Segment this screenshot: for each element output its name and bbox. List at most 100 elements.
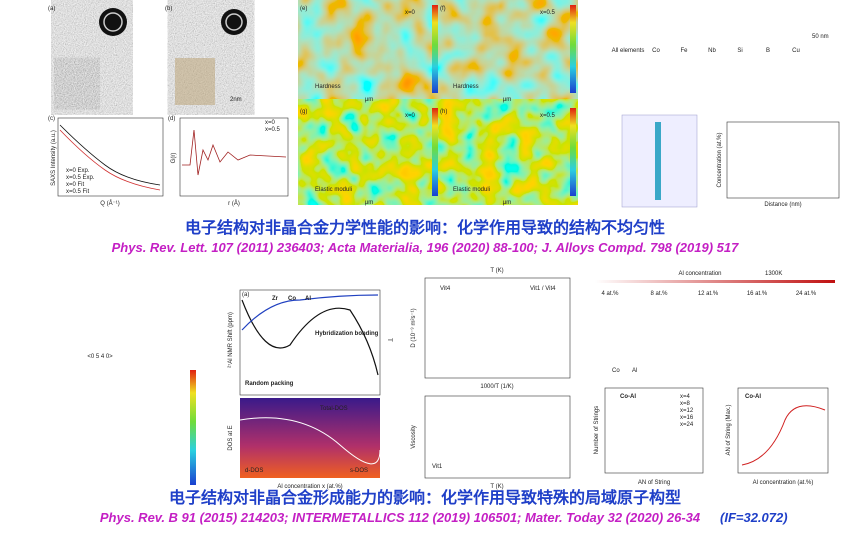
axis-title: AN of String bbox=[638, 480, 670, 486]
snapshot-label: 4 at.% bbox=[601, 291, 619, 297]
axis-title: μm bbox=[503, 200, 511, 206]
curve bbox=[241, 299, 379, 376]
legend-entry: x=16 bbox=[680, 415, 694, 421]
colorbar bbox=[190, 370, 196, 485]
panel-label: (a) bbox=[242, 292, 249, 298]
tem-inset bbox=[175, 58, 215, 105]
element-label: Si bbox=[737, 48, 742, 54]
panel-label: (f) bbox=[440, 6, 446, 12]
axis-title: Distance (nm) bbox=[764, 202, 801, 208]
snapshot-label: 8 at.% bbox=[650, 291, 668, 297]
map-label: x=0 bbox=[405, 10, 416, 16]
axis-title: DOS at E bbox=[228, 425, 234, 450]
panel-label: (a) bbox=[48, 6, 55, 12]
legend-entry: Vit1 / Vit4 bbox=[530, 286, 556, 292]
scale-label: 50 nm bbox=[812, 34, 829, 40]
panel-label: (d) bbox=[168, 116, 175, 122]
diffusion-axes bbox=[424, 277, 571, 379]
axis-title: T (K) bbox=[490, 484, 503, 490]
element-label: Fe bbox=[680, 48, 688, 54]
diffraction-pattern bbox=[99, 8, 127, 36]
axis-title: Al concentration (at.%) bbox=[753, 480, 814, 486]
annotation: Random packing bbox=[245, 381, 294, 387]
curve bbox=[182, 129, 287, 176]
panel-label: (e) bbox=[300, 6, 307, 12]
map-label: Elastic moduli bbox=[453, 187, 490, 193]
legend-entry: x=0 Exp. bbox=[66, 168, 90, 174]
curve bbox=[239, 417, 381, 465]
snapshot-label: 24 at.% bbox=[796, 291, 817, 297]
annotation: Hybridization bonding bbox=[315, 331, 379, 337]
axis-title: Al concentration x (at.%) bbox=[277, 484, 342, 490]
annotation: Co-Al bbox=[745, 394, 761, 400]
map bbox=[310, 108, 428, 196]
legend-entry: x=0 Fit bbox=[66, 182, 85, 188]
curve bbox=[59, 129, 161, 191]
curve bbox=[241, 294, 379, 331]
colorbar bbox=[432, 5, 438, 93]
panel-label: (b) bbox=[165, 6, 172, 12]
map bbox=[310, 5, 428, 93]
annotation: Total-DOS bbox=[320, 406, 348, 412]
gr-axes bbox=[179, 117, 289, 197]
axis-title: Viscosity bbox=[411, 425, 417, 449]
colorbar bbox=[570, 5, 576, 93]
figure-1: (a) (b) 2nm (c) SAXS Intensity (a.u.) Q … bbox=[48, 5, 840, 255]
element-label: B bbox=[766, 48, 770, 54]
colorbar bbox=[570, 108, 576, 196]
strings-axes bbox=[604, 387, 704, 474]
map-label: Hardness bbox=[315, 84, 341, 90]
caption: 电子结构对非晶合金力学性能的影响：化学作用导致的结构不均匀性 bbox=[185, 218, 665, 237]
legend-entry: x=24 bbox=[680, 422, 694, 428]
axis-title: T (K) bbox=[490, 268, 503, 274]
citation: Phys. Rev. B 91 (2015) 214203; INTERMETA… bbox=[100, 510, 701, 525]
axis-title: Concentration (at.%) bbox=[717, 132, 723, 187]
impact-factor: (IF=32.072) bbox=[720, 510, 788, 525]
legend-entry: x=0.5 bbox=[265, 127, 281, 133]
diffraction-pattern bbox=[221, 9, 247, 35]
tem-inset bbox=[58, 62, 96, 105]
axis-title: 1000/T (1/K) bbox=[480, 384, 513, 390]
element-label: Nb bbox=[708, 48, 716, 54]
curve bbox=[741, 405, 826, 466]
caption: 电子结构对非晶合金形成能力的影响：化学作用导致特殊的局域原子构型 bbox=[169, 488, 681, 507]
map-label: Hardness bbox=[453, 84, 479, 90]
figure-2: <0 5 4 0> (a) Zr Co Al ²⁷Al NMR Shift (p… bbox=[87, 268, 835, 525]
axis-title: T bbox=[386, 338, 392, 342]
element-label: Co bbox=[652, 48, 660, 54]
legend-entry: Al bbox=[632, 368, 637, 374]
axis-title: μm bbox=[365, 200, 373, 206]
saxs-axes bbox=[57, 117, 164, 197]
viscosity-axes bbox=[424, 395, 571, 479]
axis-title: AN of String (Max.) bbox=[726, 404, 732, 455]
panel-label: (h) bbox=[440, 109, 447, 115]
legend-entry: x=4 bbox=[680, 394, 691, 400]
profile-axes bbox=[726, 121, 840, 199]
legend-entry: x=0.5 Exp. bbox=[66, 175, 95, 181]
scale-label: 2nm bbox=[230, 97, 242, 103]
annotation: s-DOS bbox=[350, 468, 368, 474]
panel-label: (g) bbox=[300, 109, 307, 115]
snapshot-label: 12 at.% bbox=[698, 291, 719, 297]
legend-entry: x=0 bbox=[265, 120, 276, 126]
axis-title: ²⁷Al NMR Shift (ppm) bbox=[227, 312, 234, 368]
axis-title: μm bbox=[503, 97, 511, 103]
snapshot-label: 16 at.% bbox=[747, 291, 768, 297]
apt-cylinder bbox=[655, 122, 661, 200]
an-axes bbox=[737, 387, 829, 474]
element-label: All elements bbox=[612, 48, 645, 54]
diffraction-ring bbox=[103, 12, 123, 32]
diffraction-ring bbox=[225, 13, 243, 31]
formula: Zr bbox=[272, 296, 279, 302]
legend-entry: x=8 bbox=[680, 401, 691, 407]
axis-title: Number of Strings bbox=[594, 406, 600, 454]
colorbar bbox=[432, 108, 438, 196]
citation: Phys. Rev. Lett. 107 (2011) 236403; Acta… bbox=[112, 240, 740, 255]
annotation: Co-Al bbox=[620, 394, 636, 400]
axis-title: μm bbox=[365, 97, 373, 103]
axis-title: Q (Å⁻¹) bbox=[100, 200, 120, 207]
axis-title: G(r) bbox=[171, 153, 177, 164]
map-label: x=0.5 bbox=[540, 113, 556, 119]
concentration-bar bbox=[595, 280, 835, 283]
